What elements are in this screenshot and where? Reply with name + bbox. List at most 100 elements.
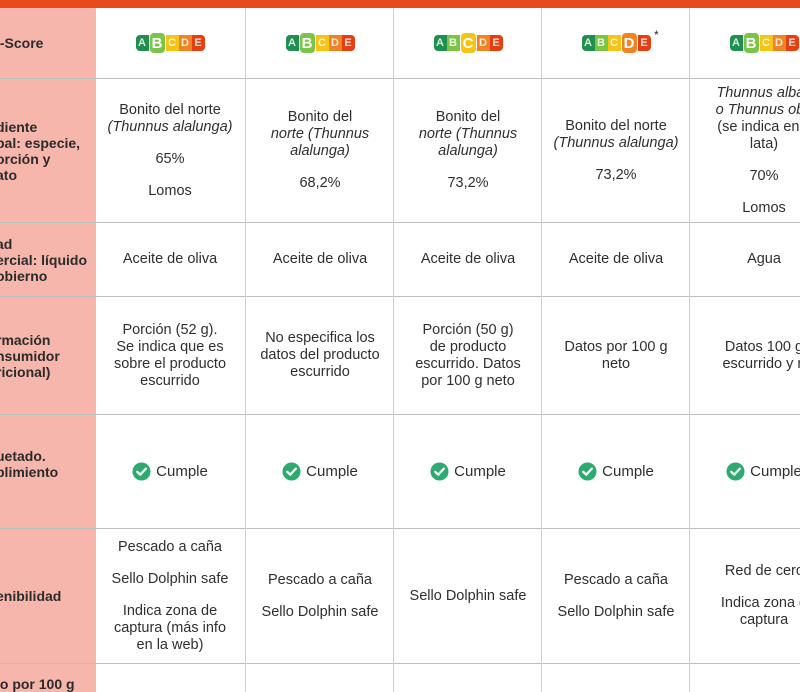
etiquetado-cell: Cumple bbox=[542, 415, 690, 528]
nutriscore-letter-b: B bbox=[148, 32, 166, 54]
liquido-cell: Agua bbox=[690, 223, 800, 296]
cell-text-line: en la web) bbox=[136, 636, 204, 653]
cell-text-line: Porción (50 g) bbox=[422, 321, 514, 338]
cell-text-line: Pescado a caña bbox=[564, 571, 668, 588]
row-divider bbox=[0, 296, 800, 297]
check-circle-icon bbox=[132, 462, 151, 481]
cumple-status: Cumple bbox=[132, 462, 208, 481]
nutriscore-letter-b: B bbox=[742, 32, 760, 54]
cell-text-line: Datos 100 g bbox=[724, 338, 800, 355]
cell-text-line: por 100 g neto bbox=[421, 372, 515, 389]
nutriscore-letter-c: C bbox=[607, 35, 621, 51]
etiquetado-cell: Cumple bbox=[394, 415, 542, 528]
cell-text-line: Porción (52 g). bbox=[122, 321, 218, 338]
liquido-text: Aceite de oliva bbox=[420, 251, 516, 267]
cell-text-line: Bonito del bbox=[435, 109, 501, 125]
etiquetado-cell: Cumple bbox=[690, 415, 800, 528]
cell-text-line: (Thunnus alalunga) bbox=[553, 134, 679, 151]
nutriscore-letter-b: B bbox=[594, 35, 608, 51]
nutriscore-letter-e: E bbox=[489, 35, 503, 51]
row-label-denominacion: ad ercial: líquido obierno bbox=[0, 223, 96, 296]
row-divider bbox=[0, 528, 800, 529]
etiquetado-cell: Cumple bbox=[96, 415, 244, 528]
cell-text-line: escurrido bbox=[140, 372, 200, 389]
nutriscore-letter-d: D bbox=[476, 35, 490, 51]
cell-text-line: Datos por 100 g bbox=[564, 338, 668, 355]
cell-text-line: neto bbox=[601, 355, 631, 372]
informacion-cell: Porción (50 g) de producto escurrido. Dato… bbox=[394, 297, 542, 414]
cell-text-line: Pescado a caña bbox=[268, 571, 372, 588]
informacion-cell: No especifica los datos del producto escur… bbox=[246, 297, 394, 414]
nutriscore-letter-a: A bbox=[285, 35, 299, 51]
nutriscore-footnote-mark: * bbox=[654, 28, 659, 42]
liquido-cell: Aceite de oliva bbox=[542, 223, 690, 296]
cell-text-line: datos del producto bbox=[260, 347, 380, 363]
cell-text-line: alalunga) bbox=[290, 143, 350, 159]
sostenibilidad-cell: Pescado a caña Sello Dolphin safe Indica z… bbox=[96, 529, 244, 663]
nutriscore-letter-d: D bbox=[178, 35, 192, 51]
nutriscore-letter-b: B bbox=[446, 35, 460, 51]
nutriscore-letter-a: A bbox=[135, 35, 149, 51]
cumple-label: Cumple bbox=[750, 463, 800, 480]
ingrediente-cell: Bonito del norte (Thunnus alalunga) 73,2% bbox=[394, 79, 542, 222]
cell-text-line: de producto bbox=[429, 338, 507, 355]
liquido-text: Aceite de oliva bbox=[568, 251, 664, 267]
check-circle-icon bbox=[726, 462, 745, 481]
row-divider bbox=[0, 78, 800, 79]
cell-text-line: 70% bbox=[749, 167, 779, 184]
check-circle-icon bbox=[578, 462, 597, 481]
cumple-label: Cumple bbox=[306, 463, 358, 480]
sostenibilidad-cell: Pescado a caña Sello Dolphin safe bbox=[542, 529, 690, 663]
nutriscore-letter-c: C bbox=[459, 32, 477, 54]
cumple-label: Cumple bbox=[156, 463, 208, 480]
column-divider bbox=[541, 8, 542, 692]
cell-text-line: 73,2% bbox=[595, 166, 637, 183]
nutriscore-letter-e: E bbox=[341, 35, 355, 51]
liquido-cell: Aceite de oliva bbox=[246, 223, 394, 296]
cell-text-line: sobre el producto bbox=[113, 355, 227, 372]
liquido-text: Agua bbox=[747, 251, 781, 267]
cell-text-line: (Thunnus alalunga) bbox=[107, 118, 233, 135]
cumple-status: Cumple bbox=[282, 462, 358, 481]
column-divider bbox=[245, 8, 246, 692]
row-divider bbox=[0, 663, 800, 664]
row-divider bbox=[0, 222, 800, 223]
etiquetado-cell: Cumple bbox=[246, 415, 394, 528]
row-label-ingrediente: diente pal: especie, orción y ato bbox=[0, 79, 96, 222]
cell-text-line: Bonito del norte bbox=[565, 117, 667, 134]
row-label-nutriscore: i-Score bbox=[0, 8, 96, 78]
cell-text-line: Thunnus albac bbox=[716, 84, 800, 101]
cell-text-line: 65% bbox=[155, 150, 185, 167]
informacion-cell: Porción (52 g). Se indica que es sobre el … bbox=[96, 297, 244, 414]
cell-text-line: norte (Thunnus bbox=[418, 126, 518, 142]
nutriscore-letter-e: E bbox=[191, 35, 205, 51]
cell-text-line: escurrido y n bbox=[722, 355, 800, 372]
nutriscore-letter-e: E bbox=[785, 35, 799, 51]
nutriscore-letter-d: D bbox=[620, 32, 638, 54]
cell-text-line: Pescado a caña bbox=[118, 538, 222, 555]
top-accent-bar bbox=[0, 0, 800, 8]
cumple-label: Cumple bbox=[602, 463, 654, 480]
cell-text-line: o Thunnus obe bbox=[715, 101, 800, 118]
row-label-precio: io por 100 g bbox=[0, 664, 96, 692]
sostenibilidad-cell: Pescado a caña Sello Dolphin safe bbox=[246, 529, 394, 663]
cell-text-line: 68,2% bbox=[299, 175, 341, 191]
cell-text-line: captura (más info bbox=[113, 619, 227, 636]
ingrediente-cell: Bonito del norte (Thunnus alalunga) 73,2% bbox=[542, 79, 690, 222]
liquido-cell: Aceite de oliva bbox=[394, 223, 542, 296]
cell-text-line: escurrido. Datos bbox=[415, 355, 521, 372]
cell-text-line: alalunga) bbox=[438, 143, 498, 159]
ingrediente-cell: Thunnus albaco Thunnus obe(se indica en … bbox=[690, 79, 800, 222]
cell-text-line: captura bbox=[739, 612, 789, 628]
liquido-text: Aceite de oliva bbox=[122, 251, 218, 267]
cumple-status: Cumple bbox=[430, 462, 506, 481]
nutriscore-letter-a: A bbox=[729, 35, 743, 51]
check-circle-icon bbox=[282, 462, 301, 481]
cell-text-line: Sello Dolphin safe bbox=[261, 603, 379, 620]
